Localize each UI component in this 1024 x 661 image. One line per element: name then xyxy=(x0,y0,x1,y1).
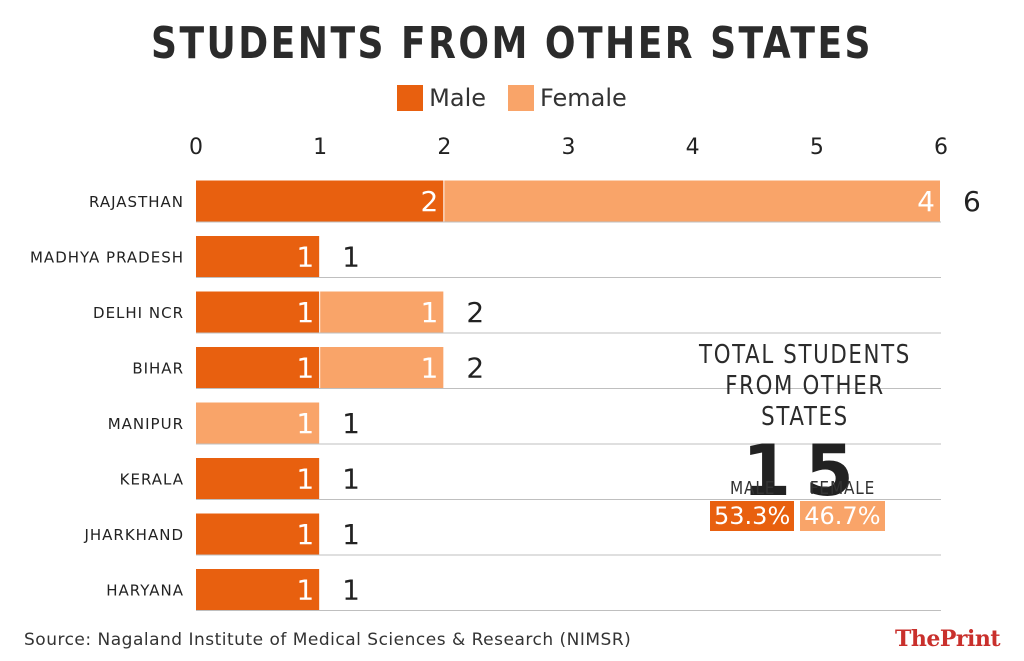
bar-segment-female xyxy=(320,291,444,333)
category-label: JHARKHAND xyxy=(83,526,184,544)
summary-title-line1: TOTAL STUDENTS xyxy=(699,340,911,370)
bar-value-label: 1 xyxy=(296,241,314,274)
legend-swatch-male xyxy=(397,85,424,111)
category-label: MANIPUR xyxy=(108,415,184,433)
x-tick-label: 6 xyxy=(934,135,948,160)
summary-title-line2: FROM OTHER STATES xyxy=(725,371,885,432)
bar-total-label: 1 xyxy=(342,407,360,440)
category-label: DELHI NCR xyxy=(93,304,184,322)
bar-segment-male xyxy=(196,180,444,222)
bar-segment-male xyxy=(196,291,320,333)
bar-total-label: 6 xyxy=(963,185,981,218)
category-label: RAJASTHAN xyxy=(89,193,184,211)
bar-segment-female xyxy=(444,180,940,222)
legend-item-female: Female xyxy=(508,84,627,112)
bar-value-label: 1 xyxy=(296,407,314,440)
bar-segment-male xyxy=(196,347,320,388)
split-female-label: FEMALE xyxy=(809,478,876,499)
bar-total-label: 1 xyxy=(342,241,360,274)
gender-split: MALE 53.3% FEMALE 46.7% xyxy=(710,478,885,531)
legend-label-female: Female xyxy=(540,84,627,112)
bar-segment-male xyxy=(196,236,320,277)
bar-total-label: 2 xyxy=(466,296,484,329)
x-tick-label: 2 xyxy=(437,135,451,160)
x-tick-label: 3 xyxy=(562,135,576,160)
bar-value-label: 1 xyxy=(296,352,314,385)
split-female-pct: 46.7% xyxy=(800,501,885,531)
bar-value-label: 4 xyxy=(917,185,935,218)
category-label: MADHYA PRADESH xyxy=(30,249,184,267)
bar-segment-female xyxy=(196,402,320,444)
x-tick-label: 4 xyxy=(686,135,700,160)
bar-total-label: 2 xyxy=(466,352,484,385)
x-tick-label: 0 xyxy=(189,135,203,160)
split-male-pct: 53.3% xyxy=(710,501,795,531)
legend-swatch-female xyxy=(508,85,535,111)
brand-print: Print xyxy=(939,626,1001,652)
bar-value-label: 1 xyxy=(421,296,439,329)
bar-segment-male xyxy=(196,458,320,499)
legend-item-male: Male xyxy=(397,84,486,112)
category-label: BIHAR xyxy=(132,360,184,378)
source-note: Source: Nagaland Institute of Medical Sc… xyxy=(24,630,632,650)
split-male: MALE 53.3% xyxy=(710,478,795,531)
bar-value-label: 1 xyxy=(296,574,314,607)
chart-title: STUDENTS FROM OTHER STATES xyxy=(150,18,873,69)
x-tick-label: 1 xyxy=(313,135,327,160)
category-label: HARYANA xyxy=(106,582,184,600)
brand-logo: ThePrint xyxy=(894,626,1001,652)
summary-total: 15 xyxy=(742,430,868,512)
category-label: KERALA xyxy=(120,471,184,489)
summary-panel: TOTAL STUDENTS FROM OTHER STATES 15 xyxy=(660,340,950,509)
bar-segment-male xyxy=(196,513,320,555)
bar-segment-male xyxy=(196,569,320,610)
x-tick-label: 5 xyxy=(810,135,824,160)
legend-label-male: Male xyxy=(429,84,487,112)
bar-value-label: 1 xyxy=(296,463,314,496)
bar-value-label: 1 xyxy=(296,296,314,329)
bar-value-label: 1 xyxy=(421,352,439,385)
split-female: FEMALE 46.7% xyxy=(800,478,885,531)
bar-total-label: 1 xyxy=(342,518,360,551)
brand-the: The xyxy=(894,626,940,652)
bar-segment-female xyxy=(320,347,444,388)
legend: Male Female xyxy=(0,84,1024,112)
bar-total-label: 1 xyxy=(342,574,360,607)
bar-value-label: 2 xyxy=(421,185,439,218)
bar-value-label: 1 xyxy=(296,518,314,551)
split-male-label: MALE xyxy=(729,478,775,499)
bar-total-label: 1 xyxy=(342,463,360,496)
